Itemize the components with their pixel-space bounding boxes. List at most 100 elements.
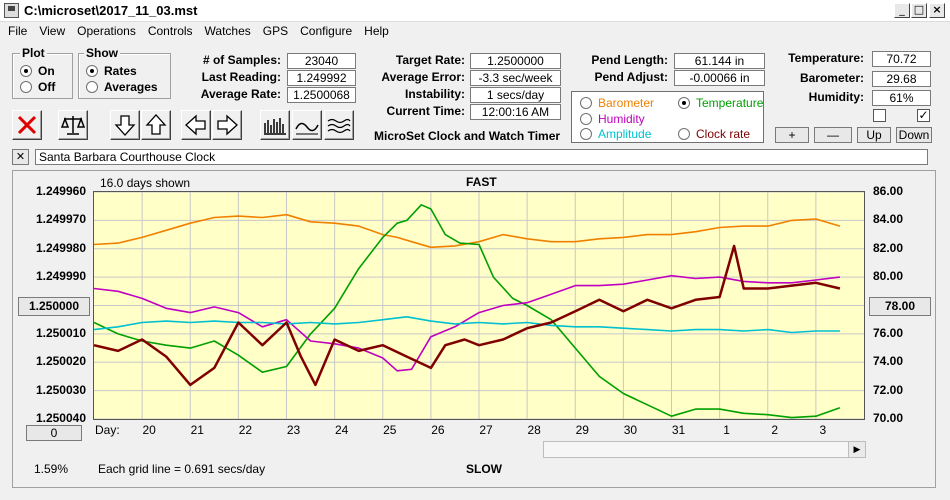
current-time-field: 12:00:16 AM [470,104,561,120]
show-averages-radio[interactable]: Averages [86,80,158,94]
x-axis-tick-label: 1 [723,423,730,437]
pend-length-label: Pend Length: [591,53,668,67]
right-axis-tick-label: 72.00 [873,382,904,397]
wave-icon [295,122,319,135]
x-axis-tick-label: 21 [190,423,204,437]
close-icon: ✕ [15,151,26,163]
sensor-barometer-radio[interactable]: Barometer [580,96,654,110]
menu-controls[interactable]: Controls [147,24,193,38]
menu-watches[interactable]: Watches [204,24,251,38]
menu-configure[interactable]: Configure [300,24,353,38]
radio-selected-icon [678,97,690,109]
minimize-icon[interactable]: _ [894,3,910,18]
humidity-field: 61% [872,90,931,106]
plot-on-radio[interactable]: On [20,64,55,78]
center-rate-button[interactable]: 1.250000 [18,297,90,316]
wave-button[interactable] [292,110,322,140]
left-axis-tick-label: 1.250020 [35,354,86,369]
delete-button[interactable] [12,110,42,140]
left-axis-tick-label: 1.249960 [35,184,86,198]
temperature-field: 70.72 [872,51,931,67]
down-button[interactable]: Down [896,127,932,143]
series-line-humidity [94,274,840,372]
x-axis-tick-label: 2 [771,423,779,437]
plot-off-radio[interactable]: Off [20,80,55,94]
bar-graph-icon [264,118,286,135]
sensor-clock-rate-radio[interactable]: Clock rate [678,127,750,141]
close-icon[interactable]: × [929,3,945,18]
x-axis-tick-label: 27 [479,423,493,437]
menu-operations[interactable]: Operations [77,24,136,38]
right-axis-tick-label: 86.00 [873,184,904,198]
app-icon [4,3,19,18]
arrow-right-icon [217,114,238,136]
target-rate-field[interactable]: 1.2500000 [470,53,561,69]
right-axis-tick-label: 70.00 [873,411,904,425]
center-sensor-button[interactable]: 78.00 [869,297,931,316]
arrow-left-icon [185,114,206,136]
balance-button[interactable] [58,110,88,140]
left-axis-tick-label: 1.249990 [35,269,86,284]
right-axis-tick-label: 74.00 [873,354,904,369]
x-axis-tick-label: 29 [575,423,589,437]
pend-length-field[interactable]: 61.144 in [674,53,765,69]
shift-up-button[interactable] [141,110,171,140]
menu-file[interactable]: File [8,24,28,38]
scroll-thumb[interactable] [544,442,849,457]
shift-down-button[interactable] [110,110,140,140]
x-axis-tick-label: 24 [334,423,349,437]
window-title: C:\microset\2017_11_03.mst [24,3,198,18]
x-axis-tick-label: 23 [286,423,301,437]
temperature-label: Temperature: [788,51,864,65]
show-group [78,53,171,99]
sensor-amplitude-radio[interactable]: Amplitude [580,127,651,141]
scroll-left-button[interactable] [181,110,211,140]
arrow-down-icon [114,115,136,136]
x-axis-tick-label: 22 [238,423,253,437]
plus-button[interactable]: + [775,127,809,143]
multi-wave-button[interactable] [324,110,354,140]
right-axis-tick-label: 80.00 [873,269,904,284]
clear-name-button[interactable]: ✕ [12,149,29,165]
sensor-humidity-radio[interactable]: Humidity [580,112,645,126]
x-axis-tick-label: 25 [383,423,397,437]
grid-note: Each grid line = 0.691 secs/day [98,462,266,476]
left-axis-tick-label: 1.250030 [35,382,86,397]
series-line-temperature [94,204,841,419]
right-axis-tick-label: 82.00 [873,240,904,255]
samples-field: 23040 [287,53,356,69]
left-axis-tick-label: 1.250010 [35,325,86,340]
checkbox-2[interactable]: ✓ [917,108,930,122]
left-axis-tick-label: 1.249970 [35,212,86,227]
scroll-right-button[interactable] [212,110,242,140]
red-x-icon [17,115,37,135]
show-rates-radio[interactable]: Rates [86,64,137,78]
title-bar: C:\microset\2017_11_03.mst _ □ × [0,0,950,22]
maximize-icon[interactable]: □ [911,3,927,18]
bar-graph-button[interactable] [260,110,290,140]
percent-readout: 1.59% [34,462,69,476]
menu-gps[interactable]: GPS [262,24,289,38]
menu-help[interactable]: Help [364,24,389,38]
right-axis-tick-label: 76.00 [873,325,904,340]
series-line-barometer [94,213,841,249]
arrow-up-icon [145,114,167,135]
horizontal-scrollbar[interactable]: ▶ [543,441,866,458]
sensor-temperature-radio[interactable]: Temperature [678,96,763,110]
left-axis-tick-label: 1.249980 [35,240,86,255]
pend-adjust-field: -0.00066 in [674,70,765,86]
x-axis-tick-label: 3 [819,423,827,437]
clock-name-field[interactable]: Santa Barbara Courthouse Clock [35,149,928,165]
series-line-clock-rate [94,244,841,387]
humidity-label: Humidity: [808,90,864,104]
minus-button[interactable]: — [814,127,852,143]
zero-button[interactable]: 0 [26,425,82,441]
scroll-right-icon[interactable]: ▶ [853,444,861,454]
last-reading-label: Last Reading: [201,70,281,84]
pend-adjust-label: Pend Adjust: [594,70,668,84]
checkbox-1[interactable] [873,109,886,122]
menu-view[interactable]: View [39,24,66,38]
x-axis-tick-label: 30 [623,423,638,437]
x-axis-tick-label: 31 [671,423,686,437]
up-button[interactable]: Up [857,127,891,143]
